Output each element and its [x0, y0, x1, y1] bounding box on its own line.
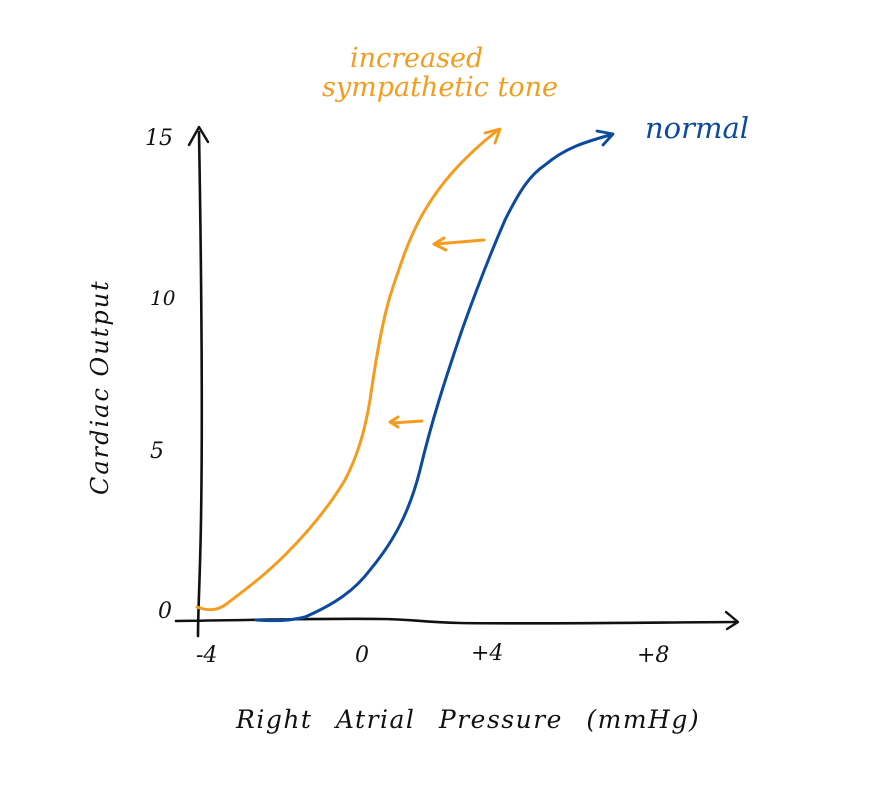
- y-axis: [196, 130, 204, 638]
- x-tick-label: +4: [471, 641, 503, 666]
- x-tick-label: +8: [637, 643, 669, 668]
- y-tick-label: 0: [158, 599, 172, 624]
- x-axis-arrowhead-icon: [724, 610, 740, 631]
- y-axis-arrowhead-icon: [187, 125, 210, 147]
- normal-curve: [254, 133, 612, 623]
- shift-left-arrow-icon: [388, 415, 424, 429]
- y-tick-label: 5: [150, 439, 164, 464]
- annotation-sympathetic: sympathetic tone: [322, 72, 558, 103]
- x-axis-label: Right Atrial Pressure (mmHg): [235, 705, 700, 734]
- sympathetic-curve: [195, 128, 500, 612]
- annotation-normal: normal: [645, 111, 749, 145]
- sympathetic-curve-arrowhead-icon: [483, 127, 502, 145]
- y-axis-label: Cardiac Output: [86, 279, 114, 495]
- x-tick-label: -4: [196, 643, 217, 668]
- annotation-sympathetic: increased: [350, 43, 483, 74]
- normal-curve-arrowhead-icon: [595, 129, 615, 147]
- y-tick-label: 15: [145, 126, 173, 151]
- shift-left-arrow-icon: [432, 236, 486, 252]
- x-tick-label: 0: [355, 643, 369, 668]
- y-tick-label: 10: [150, 286, 176, 310]
